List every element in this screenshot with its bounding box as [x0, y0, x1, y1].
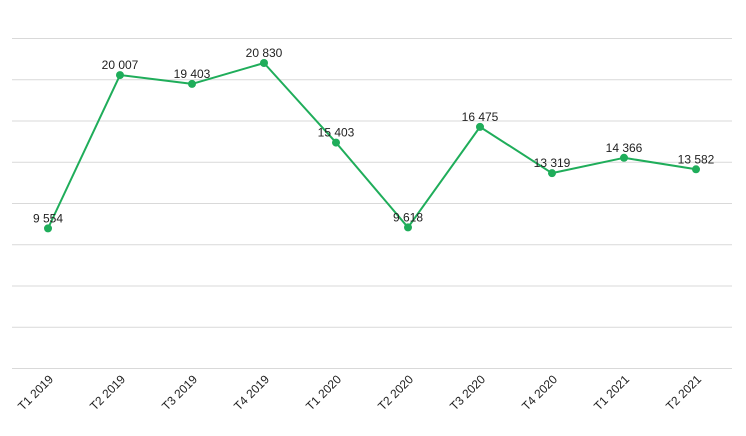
x-tick-label: T4 2020	[519, 372, 560, 413]
data-point	[188, 79, 196, 88]
data-label: 19 403	[174, 67, 211, 81]
data-point	[116, 71, 124, 80]
data-labels: 9 554 20 007 19 403 20 830 15 403 9 618 16 475…	[33, 46, 715, 225]
data-label: 14 366	[606, 141, 643, 155]
data-point	[44, 224, 52, 233]
data-label: 20 830	[246, 46, 283, 60]
x-tick-label: T1 2019	[15, 372, 56, 413]
series-line	[47, 61, 697, 229]
x-tick-label: T3 2020	[447, 372, 488, 413]
x-tick-label: T3 2019	[159, 372, 200, 413]
data-label: 15 403	[318, 126, 355, 140]
data-label: 9 554	[33, 211, 63, 225]
data-point	[476, 122, 484, 131]
data-point	[692, 165, 700, 174]
data-point	[332, 138, 340, 147]
data-points	[44, 58, 700, 233]
data-label: 20 007	[102, 58, 139, 72]
data-point	[260, 58, 268, 67]
x-tick-label: T1 2020	[303, 372, 344, 413]
data-label: 13 319	[534, 156, 571, 170]
data-label: 16 475	[462, 110, 499, 124]
x-tick-label: T2 2020	[375, 372, 416, 413]
gridlines	[12, 38, 732, 369]
data-point	[404, 223, 412, 232]
data-point	[548, 169, 556, 178]
data-label: 9 618	[393, 210, 423, 224]
x-tick-label: T2 2021	[663, 372, 704, 413]
data-label: 13 582	[678, 152, 715, 166]
x-axis: T1 2019 T2 2019 T3 2019 T4 2019 T1 2020 T2 20…	[15, 372, 704, 413]
series-line-group	[47, 61, 697, 229]
x-tick-label: T2 2019	[87, 372, 128, 413]
x-tick-label: T1 2021	[591, 372, 632, 413]
x-tick-label: T4 2019	[231, 372, 272, 413]
data-point	[620, 153, 628, 162]
